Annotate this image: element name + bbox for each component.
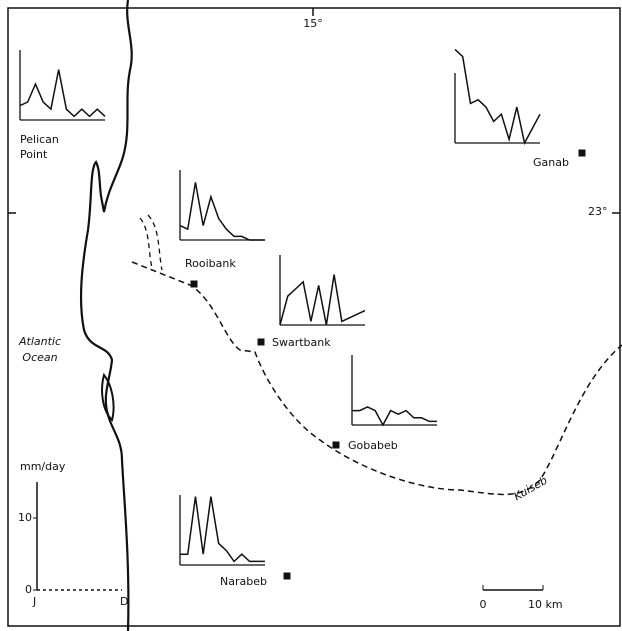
lagoon [101,372,115,422]
tributary [139,214,163,271]
frame [7,7,621,627]
key-x-label: J [32,595,36,608]
rainfall-line [454,48,541,146]
key-tick-label: 0 [25,583,32,596]
station-marker [190,280,198,288]
key-title: mm/day [20,460,66,473]
station-label: Rooibank [185,257,236,270]
station-label: Swartbank [272,336,331,349]
longitude-label: 15° [303,17,323,30]
rainfall-line [279,274,366,326]
station-label: Gobabeb [348,439,398,452]
coastline [79,0,133,631]
scale-label: 0 [480,598,487,611]
station-label: Ganab [533,156,569,169]
station-label: Narabeb [220,575,267,588]
station-marker [257,338,265,346]
scale-label: 10 km [528,598,563,611]
station-label: Pelican [20,133,59,146]
rainfall-line [352,406,437,427]
rainfall-line [19,69,106,118]
rainfall-line [179,182,265,241]
station-marker [283,572,291,580]
river-label: Kuiseb [512,474,550,503]
key-x-label: D [120,595,128,608]
rainfall-line [180,496,265,563]
station-marker [332,441,340,449]
ocean-label: Atlantic [18,335,61,348]
key-tick-label: 10 [18,511,32,524]
latitude-label: 23° [588,205,608,218]
station-label: Point [20,148,48,161]
station-marker [578,149,586,157]
river [131,261,622,496]
ocean-label: Ocean [22,351,57,364]
